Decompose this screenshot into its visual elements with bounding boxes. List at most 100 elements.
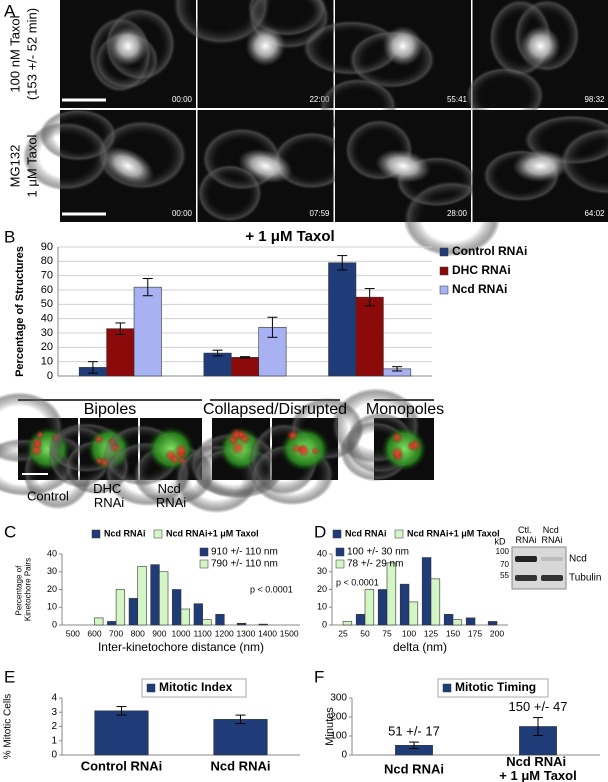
value-label: 51 +/- 17	[388, 724, 440, 739]
cell-outline	[22, 121, 111, 191]
timestamp: 00:00	[172, 209, 193, 218]
legend-label: Control RNAi	[452, 244, 527, 258]
x-tick-label: 175	[468, 628, 482, 638]
legend-swatch	[439, 285, 449, 295]
timestamp: 55:41	[447, 95, 468, 104]
bar	[115, 589, 126, 626]
image-label: DHC RNAi	[93, 481, 125, 510]
stat-swatch	[335, 547, 345, 557]
x-tick-label: 1100	[193, 628, 212, 638]
row-label: 1 μM Taxol	[24, 134, 39, 197]
panel-label: E	[4, 667, 15, 686]
stat-label: 78 +/- 29 nm	[347, 559, 403, 570]
panel-label: A	[4, 1, 16, 20]
x-tick-label: 500	[66, 628, 80, 638]
x-tick-label: 150	[446, 628, 460, 638]
x-tick-label: 700	[109, 628, 123, 638]
bar	[94, 617, 104, 626]
legend-swatch	[394, 529, 404, 539]
bar	[465, 617, 476, 626]
legend-label: Mitotic Index	[159, 680, 233, 694]
x-tick-label: 25	[338, 628, 348, 638]
y-tick-label: 10	[317, 602, 327, 612]
band	[515, 575, 537, 581]
spindle	[245, 26, 286, 66]
kinetochore	[297, 443, 311, 458]
spindle	[512, 149, 569, 183]
stat-label: 910 +/- 110 nm	[211, 547, 278, 558]
stat-label: 790 +/- 110 nm	[211, 559, 278, 570]
x-tick-label: 1300	[236, 628, 255, 638]
bar	[159, 571, 169, 626]
y-tick-label: 70	[41, 270, 53, 282]
cell-outline	[465, 66, 545, 125]
image-label: Ncd RNAi	[156, 481, 186, 510]
annotation: p < 0.0001	[336, 577, 379, 587]
timestamp: 22:00	[309, 95, 330, 104]
blot	[511, 546, 567, 590]
blot-unit: kD	[495, 536, 507, 546]
bar	[150, 564, 160, 626]
kinetochore	[390, 431, 404, 444]
stat-swatch	[335, 559, 345, 569]
y-tick-label: 0	[341, 750, 347, 761]
kinetochore	[174, 443, 189, 458]
y-tick-label: 2	[51, 721, 57, 732]
timestamp: 64:02	[584, 209, 605, 218]
x-axis-label: delta (nm)	[393, 640, 447, 654]
y-tick-label: 20	[317, 584, 327, 594]
x-tick-label: 1200	[215, 628, 234, 638]
y-tick-label: 3	[51, 707, 57, 718]
cell-outline	[172, 0, 271, 45]
bar	[203, 352, 232, 377]
x-tick-label: 200	[490, 628, 504, 638]
y-tick-label: 200	[330, 712, 347, 723]
bar	[133, 286, 162, 377]
x-tick-label: Ncd RNAi	[211, 758, 271, 773]
bar	[487, 621, 498, 626]
panel-label: F	[314, 667, 324, 686]
panel-label: C	[4, 522, 16, 541]
legend-swatch	[439, 266, 449, 276]
panel-label: D	[314, 522, 326, 541]
blot-marker: 55	[500, 571, 509, 580]
row-label: MG132	[7, 145, 22, 188]
y-tick-label: 50	[41, 298, 53, 310]
legend-swatch	[91, 529, 101, 539]
timestamp: 07:59	[309, 209, 330, 218]
x-tick-label: Bipoles	[84, 401, 136, 418]
bar	[386, 562, 397, 626]
y-axis-label: % Mitotic Cells	[3, 694, 14, 760]
x-tick-label: 900	[152, 628, 166, 638]
y-tick-label: 90	[41, 241, 53, 253]
bar	[328, 262, 357, 377]
y-axis-label: Percentage of Structures	[14, 246, 26, 377]
y-tick-label: 20	[41, 341, 53, 353]
cell-outline	[559, 127, 608, 195]
bar	[430, 578, 441, 626]
bar	[180, 608, 190, 626]
y-tick-label: 1	[51, 735, 57, 746]
x-tick-label: 125	[424, 628, 438, 638]
x-tick-label: 75	[382, 628, 392, 638]
stat-swatch	[199, 547, 209, 557]
x-tick-label: Control RNAi	[81, 758, 163, 773]
y-tick-label: 0	[322, 619, 327, 629]
kinetochore	[94, 456, 104, 466]
bar	[94, 710, 149, 756]
spindle	[520, 26, 561, 66]
y-tick-label: 0	[51, 750, 57, 761]
y-tick-label: 100	[330, 731, 347, 742]
timestamp: 98:32	[584, 95, 605, 104]
spindle	[102, 146, 154, 186]
x-tick-label: 50	[360, 628, 370, 638]
legend-label: Ncd RNAi+1 μM Taxol	[407, 528, 500, 538]
x-tick-label: 1500	[280, 628, 299, 638]
annotation: p < 0.0001	[250, 584, 293, 594]
image-label: Control	[27, 488, 69, 503]
value-label: 150 +/- 47	[509, 699, 568, 714]
kinetochore	[32, 439, 43, 450]
bar	[421, 557, 432, 626]
spindle	[383, 26, 423, 66]
y-tick-label: 30	[41, 327, 53, 339]
